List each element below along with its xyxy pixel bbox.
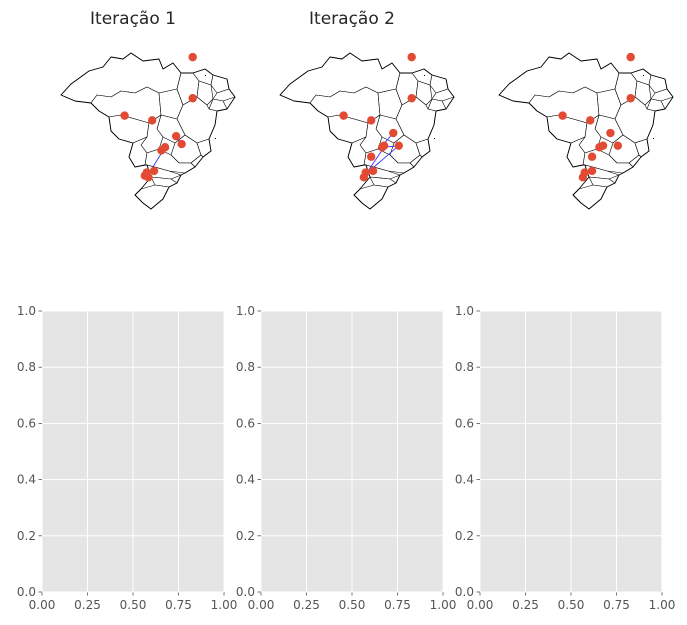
x-tick-label: 1.00 (649, 598, 676, 612)
data-point (378, 143, 387, 152)
island-mark (643, 75, 644, 76)
data-point (613, 141, 622, 150)
y-tick-label: 0.8 (17, 360, 36, 374)
data-point (587, 166, 597, 176)
brazil-map (279, 52, 455, 210)
data-point (389, 128, 398, 138)
x-tick-label: 0.00 (248, 598, 275, 612)
x-tick-label: 0.50 (339, 598, 366, 612)
y-tick-label: 0.8 (455, 360, 474, 374)
x-tick-label: 1.00 (211, 598, 238, 612)
empty-axes-1: 0.00 0.25 0.50 0.75 1.00 0.0 0.2 0.4 0.6 0.8 1.0 (17, 304, 237, 612)
data-point (595, 143, 604, 152)
data-point (157, 146, 166, 155)
data-point (394, 141, 403, 150)
map-panel-3 (498, 52, 674, 210)
data-point (407, 52, 416, 62)
x-tick-label: 0.50 (558, 598, 585, 612)
island-mark (653, 138, 654, 139)
data-point (407, 94, 416, 103)
x-tick-label: 0.25 (293, 598, 320, 612)
y-tick-label: 0.6 (236, 416, 255, 430)
x-tick-label: 0.50 (120, 598, 147, 612)
data-point (626, 94, 635, 103)
data-point (188, 94, 197, 103)
data-point (177, 139, 186, 149)
y-tick-label: 0.0 (17, 585, 36, 599)
island-mark (434, 138, 435, 139)
brazil-map (60, 52, 236, 210)
data-point (558, 111, 567, 120)
y-tick-label: 1.0 (236, 304, 255, 318)
x-tick-label: 0.25 (74, 598, 101, 612)
y-tick-label: 0.0 (455, 585, 474, 599)
data-point (171, 131, 181, 141)
map-panel-2: Iteração 2 (279, 9, 455, 210)
data-point (144, 173, 153, 182)
data-point (606, 128, 615, 138)
x-tick-label: 0.00 (29, 598, 56, 612)
map-panel-1: Iteração 1 (60, 9, 236, 210)
y-tick-label: 0.0 (236, 585, 255, 599)
data-point (586, 116, 595, 125)
island-mark (424, 75, 425, 76)
data-point (626, 52, 635, 62)
data-point (339, 111, 348, 120)
data-point (368, 166, 378, 176)
x-tick-label: 0.75 (165, 598, 192, 612)
y-tick-label: 1.0 (455, 304, 474, 318)
y-tick-label: 0.4 (455, 473, 474, 487)
empty-axes-2: 0.00 0.25 0.50 0.75 1.00 0.0 0.2 0.4 0.6 0.8 1.0 (236, 304, 456, 612)
data-point (188, 52, 197, 62)
panel-title: Iteração 2 (309, 9, 395, 29)
empty-axes-3: 0.00 0.25 0.50 0.75 1.00 0.0 0.2 0.4 0.6 0.8 1.0 (455, 304, 675, 612)
brazil-map (498, 52, 674, 210)
data-point (578, 173, 588, 182)
data-point (149, 166, 159, 176)
y-tick-label: 0.6 (17, 416, 36, 430)
x-tick-label: 0.75 (603, 598, 630, 612)
y-tick-label: 0.2 (455, 529, 474, 543)
x-tick-label: 0.00 (467, 598, 494, 612)
island-mark (205, 75, 206, 76)
y-tick-label: 0.2 (17, 529, 36, 543)
island-mark (215, 138, 216, 139)
y-tick-label: 0.4 (236, 473, 255, 487)
data-point (367, 116, 376, 125)
data-point (148, 116, 157, 125)
x-tick-label: 0.75 (384, 598, 411, 612)
data-point (587, 152, 597, 161)
panel-title: Iteração 1 (90, 9, 176, 29)
data-point (367, 152, 376, 161)
y-tick-label: 0.8 (236, 360, 255, 374)
y-tick-label: 0.6 (455, 416, 474, 430)
y-tick-label: 0.4 (17, 473, 36, 487)
data-point (120, 111, 129, 120)
y-tick-label: 1.0 (17, 304, 36, 318)
x-tick-label: 0.25 (512, 598, 539, 612)
data-point (359, 173, 369, 182)
x-tick-label: 1.00 (430, 598, 457, 612)
y-tick-label: 0.2 (236, 529, 255, 543)
